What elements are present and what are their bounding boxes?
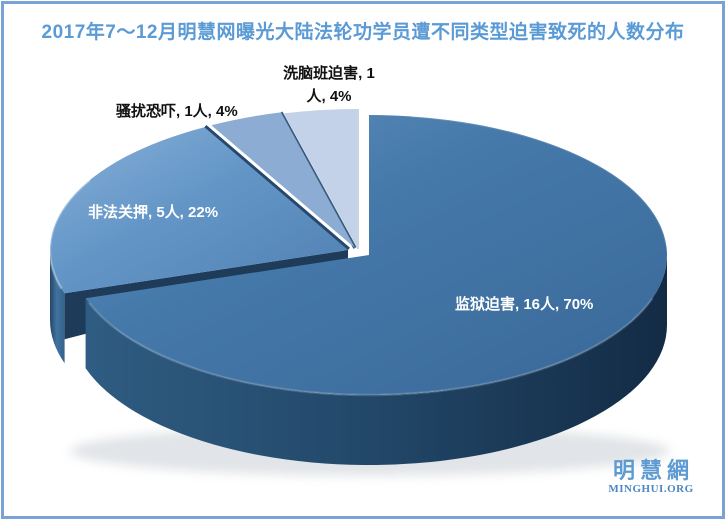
slice-label-brainwashing-line2: 人, 4% bbox=[306, 88, 352, 105]
pie-rim-prison bbox=[85, 255, 668, 466]
slice-label-brainwashing: 洗脑班迫害, 1 人, 4% bbox=[271, 62, 387, 108]
slice-label-harassment: 骚扰恐吓, 1人, 4% bbox=[116, 103, 238, 120]
slice-label-detention: 非法关押, 5人, 22% bbox=[88, 204, 219, 221]
chart-title: 2017年7～12月明慧网曝光大陆法轮功学员遭不同类型迫害致死的人数分布 bbox=[41, 22, 685, 43]
pie-slice-prison bbox=[85, 115, 667, 395]
pie-bevel-highlight bbox=[410, 115, 668, 246]
watermark-url: MINGHUI.ORG bbox=[608, 483, 694, 495]
slice-label-prison: 监狱迫害, 16人, 70% bbox=[455, 296, 594, 313]
pie-slice-harassment bbox=[211, 112, 355, 249]
pie-slice-brainwashing bbox=[283, 109, 358, 249]
pie-gap-edge-harassment bbox=[279, 111, 357, 249]
pie-rim-detention bbox=[49, 250, 65, 364]
pie-bevel-highlight bbox=[88, 297, 654, 397]
slice-label-brainwashing-line1: 洗脑班迫害, 1 bbox=[283, 65, 375, 82]
pie-slice-detention bbox=[49, 127, 348, 294]
pie-bevel-highlight bbox=[48, 179, 91, 290]
minghui-watermark: 明慧網 MINGHUI.ORG bbox=[599, 459, 703, 496]
watermark-chinese: 明慧網 bbox=[612, 458, 694, 483]
